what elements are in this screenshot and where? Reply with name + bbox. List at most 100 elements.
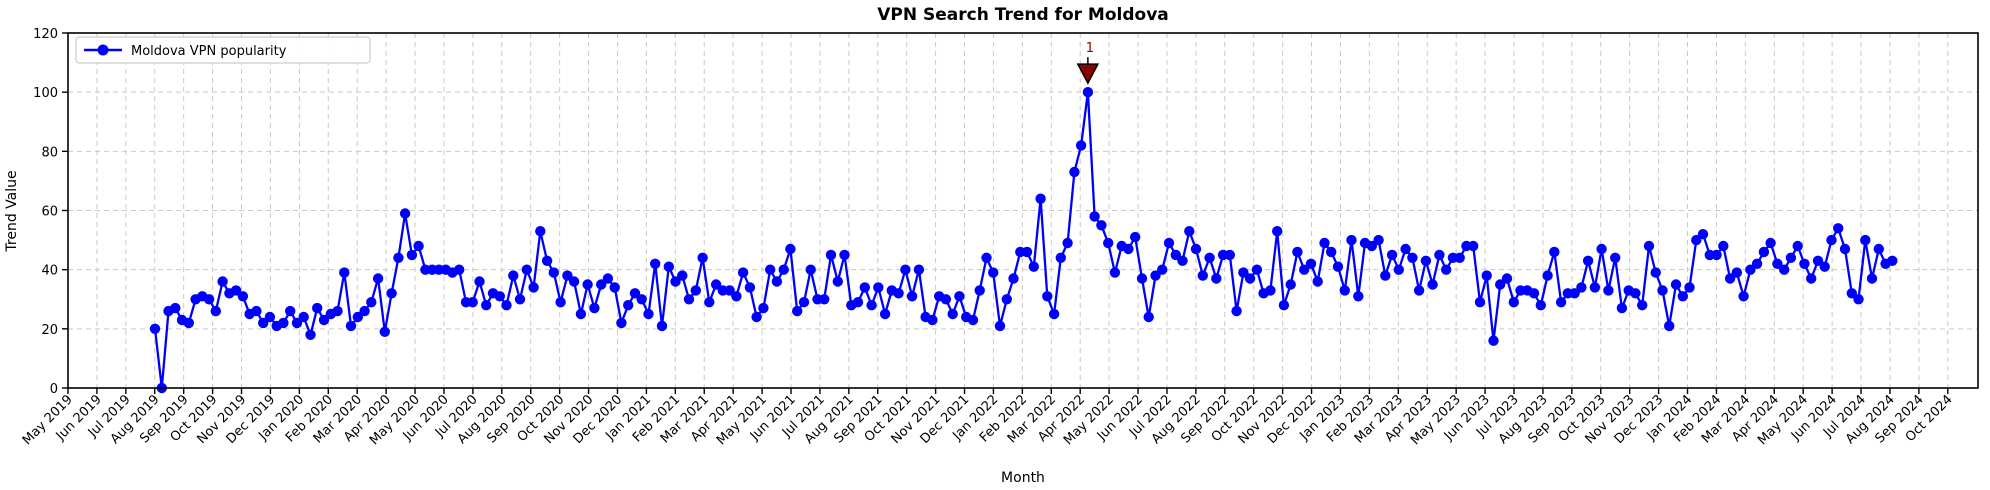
data-point: [683, 294, 695, 305]
data-point: [1839, 243, 1851, 255]
data-point: [1089, 211, 1100, 222]
data-point: [1150, 270, 1161, 281]
data-point: [1637, 300, 1648, 311]
data-point: [1887, 255, 1898, 266]
data-point: [1792, 240, 1803, 252]
data-point: [1001, 294, 1012, 305]
data-point: [1576, 282, 1587, 293]
data-point: [1610, 252, 1621, 263]
y-axis-label: Trend Value: [4, 170, 20, 252]
data-point: [1305, 258, 1317, 269]
data-point: [1765, 237, 1776, 249]
data-point: [751, 311, 762, 323]
data-point: [298, 311, 309, 323]
data-point: [1481, 270, 1492, 281]
data-point: [1616, 302, 1628, 314]
data-point: [521, 264, 532, 275]
data-point: [1427, 279, 1438, 290]
data-point: [1413, 285, 1425, 296]
data-point: [690, 285, 701, 296]
data-point: [1035, 193, 1046, 204]
data-point: [596, 279, 607, 290]
data-point: [454, 264, 465, 275]
data-point: [1021, 246, 1033, 258]
data-point: [514, 294, 526, 305]
data-point: [1806, 273, 1817, 284]
data-point: [1373, 234, 1384, 246]
data-point: [467, 297, 478, 308]
data-point: [345, 320, 357, 332]
data-point: [1528, 288, 1540, 299]
data-point: [1244, 273, 1256, 284]
data-point: [1163, 237, 1175, 249]
data-point: [251, 305, 262, 317]
data-point: [1569, 288, 1580, 299]
data-point: [663, 261, 674, 272]
data-point: [1312, 276, 1323, 287]
data-point: [1582, 255, 1594, 266]
data-point: [305, 329, 316, 340]
data-point: [1751, 258, 1763, 269]
data-point: [1711, 249, 1722, 261]
data-point: [264, 311, 276, 323]
annotation-label: 1: [1086, 41, 1094, 56]
data-point: [1170, 249, 1182, 261]
data-point: [778, 264, 789, 275]
data-point: [1224, 249, 1236, 261]
data-point: [656, 320, 668, 332]
data-point: [1758, 246, 1770, 258]
data-point: [481, 300, 492, 311]
data-point: [1630, 288, 1641, 299]
data-point: [366, 297, 377, 308]
data-point: [1738, 291, 1749, 302]
data-point: [312, 302, 323, 314]
y-tick-label: 40: [41, 264, 58, 279]
data-point: [1434, 249, 1445, 261]
data-point: [1109, 267, 1121, 278]
data-point: [1731, 267, 1743, 278]
data-point: [893, 288, 904, 299]
data-point: [1799, 258, 1810, 269]
data-point: [1495, 279, 1506, 290]
data-point: [1048, 308, 1060, 320]
data-point: [1326, 246, 1337, 258]
data-point: [1474, 297, 1486, 308]
data-point: [616, 317, 627, 329]
data-point: [1130, 231, 1141, 243]
data-point: [1386, 249, 1398, 261]
data-point: [879, 308, 891, 320]
data-point: [1549, 246, 1560, 258]
data-point: [1873, 243, 1885, 255]
data-point: [1251, 264, 1263, 275]
data-point: [1190, 243, 1202, 255]
data-point: [704, 297, 715, 308]
data-point: [1555, 297, 1567, 308]
data-point: [203, 294, 215, 305]
data-point: [805, 264, 816, 275]
data-point: [677, 270, 688, 281]
data-point: [1238, 267, 1249, 278]
data-point: [1069, 166, 1080, 178]
data-point: [352, 311, 363, 323]
data-point: [1501, 273, 1513, 284]
data-point: [1366, 240, 1378, 252]
data-point: [1833, 223, 1844, 234]
data-point: [1745, 264, 1756, 275]
data-point: [548, 267, 559, 278]
data-point: [170, 302, 181, 314]
data-point: [967, 314, 979, 326]
data-point: [501, 300, 512, 311]
data-point: [1177, 255, 1188, 266]
chart-title: VPN Search Trend for Moldova: [877, 5, 1169, 25]
data-point: [771, 276, 783, 287]
data-point: [1677, 291, 1689, 302]
data-point: [1508, 297, 1520, 308]
data-point: [149, 323, 161, 334]
data-point: [541, 255, 553, 266]
data-point: [913, 264, 925, 275]
data-point: [1278, 300, 1290, 311]
data-point: [988, 267, 999, 278]
y-tick-label: 120: [33, 27, 58, 42]
